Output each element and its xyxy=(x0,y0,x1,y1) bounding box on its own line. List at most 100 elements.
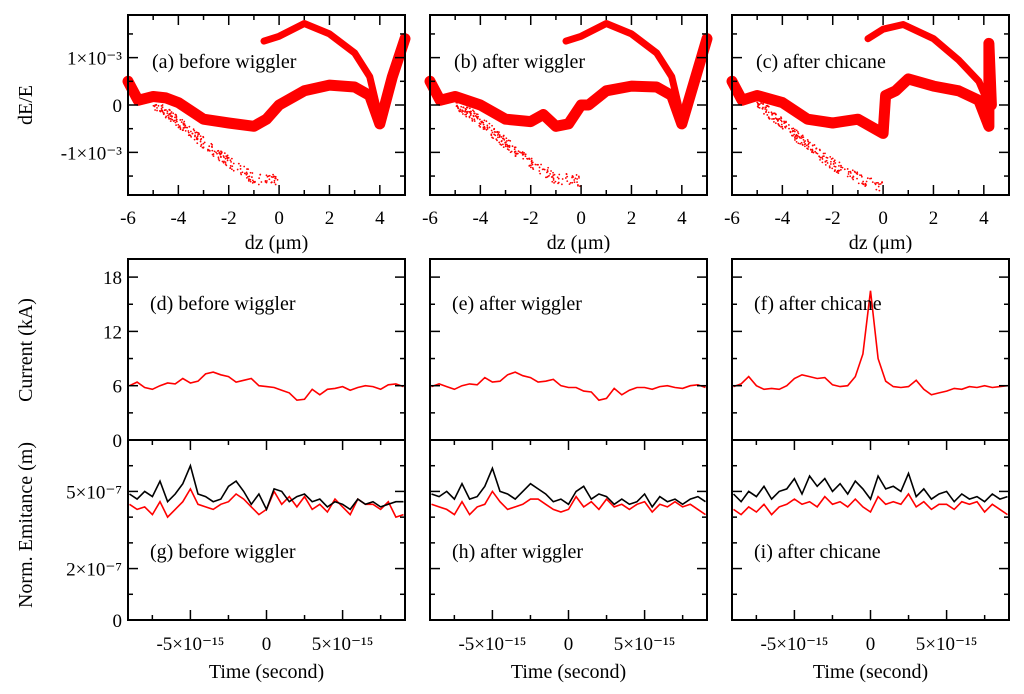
particle-point xyxy=(806,138,809,141)
particle-point xyxy=(824,152,826,155)
particle-point xyxy=(226,157,229,160)
particle-point xyxy=(810,148,812,151)
particle-point xyxy=(211,149,214,152)
particle-point xyxy=(265,174,268,177)
particle-point xyxy=(862,180,865,183)
particle-point xyxy=(236,168,239,171)
x-tick-label: -4 xyxy=(774,208,790,229)
particle-point xyxy=(157,104,160,107)
particle-point xyxy=(493,131,496,133)
particle-point xyxy=(168,113,171,116)
particle-point xyxy=(772,112,774,115)
particle-point xyxy=(566,180,569,183)
current-panel-d: (d) before wiggler 0 6 12 18 xyxy=(103,258,406,452)
particle-point xyxy=(774,117,777,120)
particle-point xyxy=(778,125,781,127)
particle-point xyxy=(847,173,850,175)
particle-point xyxy=(577,183,579,186)
particle-point xyxy=(175,124,177,127)
particle-point xyxy=(812,151,815,154)
panel-label: (c) after chicane xyxy=(756,51,886,73)
particle-point xyxy=(199,140,202,143)
particle-point xyxy=(795,137,798,140)
upper-arm-band xyxy=(260,20,384,123)
particle-point xyxy=(840,168,842,171)
particle-point xyxy=(202,146,205,149)
particle-point xyxy=(248,178,250,180)
particle-point xyxy=(184,124,187,127)
particle-point xyxy=(784,126,786,128)
particle-point xyxy=(183,120,186,123)
particle-point xyxy=(879,183,882,185)
particle-point xyxy=(530,164,532,167)
particle-point xyxy=(767,116,770,119)
y-tick-label: 1×10⁻³ xyxy=(67,49,122,70)
particle-point xyxy=(169,117,172,120)
particle-point xyxy=(480,120,483,123)
x-tick-label: 5×10⁻¹⁵ xyxy=(614,634,676,655)
particle-point xyxy=(239,172,242,174)
particle-point xyxy=(200,137,203,140)
particle-point xyxy=(179,128,182,131)
particle-point xyxy=(507,139,510,142)
core-band xyxy=(726,37,997,139)
lower-tail-points xyxy=(756,98,884,192)
particle-point xyxy=(864,185,867,188)
particle-point xyxy=(838,161,841,164)
emittance-black-line xyxy=(431,466,706,509)
particle-point xyxy=(552,171,554,174)
particle-point xyxy=(460,105,463,108)
particle-point xyxy=(169,112,172,115)
particle-point xyxy=(179,125,181,127)
particle-point xyxy=(524,153,527,156)
particle-point xyxy=(840,166,842,169)
particle-point xyxy=(830,160,832,163)
particle-point xyxy=(274,175,277,178)
particle-point xyxy=(174,113,177,116)
particle-point xyxy=(170,115,173,118)
particle-point xyxy=(824,163,827,166)
particle-point xyxy=(203,141,206,144)
emittance-black-line xyxy=(129,463,404,512)
particle-point xyxy=(836,170,839,173)
x-tick-label: -4 xyxy=(170,208,186,229)
particle-point xyxy=(193,129,196,132)
particle-point xyxy=(795,129,798,132)
particle-point xyxy=(529,166,532,169)
particle-point xyxy=(244,172,246,175)
current-line xyxy=(431,371,706,402)
particle-point xyxy=(763,112,765,115)
particle-point xyxy=(171,118,174,121)
particle-point xyxy=(202,142,205,145)
particle-point xyxy=(795,140,798,143)
particle-point xyxy=(852,175,855,178)
particle-point xyxy=(210,142,213,145)
particle-point xyxy=(787,124,790,126)
particle-point xyxy=(500,144,503,146)
particle-point xyxy=(482,128,485,130)
particle-point xyxy=(795,134,798,137)
particle-point xyxy=(551,180,554,183)
particle-point xyxy=(270,175,273,178)
particle-point xyxy=(197,132,200,135)
particle-point xyxy=(838,169,841,172)
particle-point xyxy=(225,155,228,158)
x-tick-label: -2 xyxy=(221,208,237,229)
upper-arm-band xyxy=(562,20,686,123)
particle-point xyxy=(477,115,480,118)
particle-point xyxy=(552,174,555,177)
particle-point xyxy=(212,153,215,155)
particle-point xyxy=(472,115,475,118)
particle-point xyxy=(554,180,557,183)
particle-point xyxy=(860,174,863,177)
particle-point xyxy=(190,135,193,138)
particle-point xyxy=(482,123,485,126)
particle-point xyxy=(547,166,550,169)
particle-point xyxy=(814,150,817,153)
particle-point xyxy=(177,126,180,129)
particle-point xyxy=(762,103,765,105)
x-tick-label: 0 xyxy=(274,208,284,229)
particle-point xyxy=(859,174,861,177)
particle-point xyxy=(807,145,810,148)
particle-point xyxy=(462,113,464,115)
